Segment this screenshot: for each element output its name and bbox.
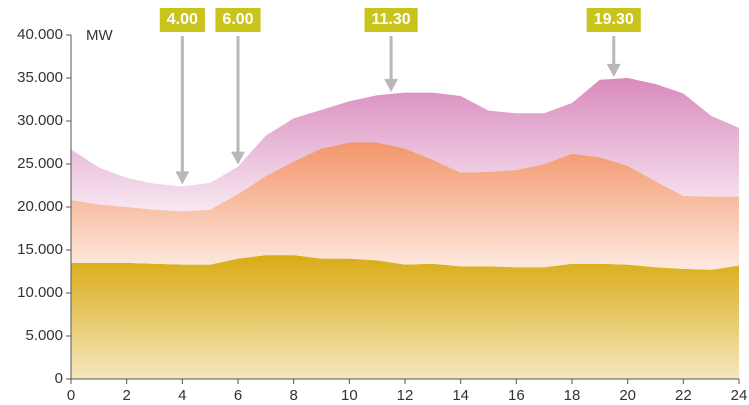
y-tick-label: 20.000	[17, 198, 63, 215]
x-tick-label: 4	[178, 387, 186, 404]
area	[71, 142, 739, 270]
annotation-arrowhead	[231, 151, 245, 165]
y-tick-label: 30.000	[17, 112, 63, 129]
x-tick-label: 10	[341, 387, 358, 404]
annotation-label: 19.30	[594, 11, 634, 28]
area	[71, 78, 739, 212]
annotation-arrowhead	[175, 171, 190, 185]
x-tick-label: 22	[675, 387, 692, 404]
x-tick-label: 6	[234, 387, 242, 404]
y-tick-label: 25.000	[17, 155, 63, 172]
annotation-box	[159, 8, 205, 32]
y-tick-label: 5.000	[25, 327, 63, 344]
y-tick-label: 15.000	[17, 241, 63, 258]
x-tick-label: 8	[289, 387, 297, 404]
x-tick-label: 16	[508, 387, 525, 404]
y-tick-label: 0	[55, 370, 63, 387]
annotation-label: 11.30	[372, 11, 411, 28]
y-tick-label: 40.000	[17, 26, 63, 43]
annotation-label: 4.00	[167, 11, 198, 28]
area	[71, 255, 739, 379]
annotation-arrowhead	[606, 63, 621, 77]
annotation-box	[586, 8, 641, 32]
x-tick-label: 24	[731, 387, 748, 404]
x-tick-label: 20	[619, 387, 636, 404]
annotation-arrowhead	[384, 78, 399, 92]
x-tick-label: 0	[67, 387, 75, 404]
annotation-box	[364, 8, 418, 32]
x-tick-label: 18	[564, 387, 581, 404]
y-tick-label: 10.000	[17, 284, 63, 301]
x-tick-label: 14	[452, 387, 469, 404]
annotation-label: 6.00	[222, 11, 253, 28]
x-tick-label: 12	[397, 387, 414, 404]
x-tick-label: 2	[122, 387, 130, 404]
y-tick-label: 35.000	[17, 69, 63, 86]
annotation-box	[215, 8, 261, 32]
y-unit: MW	[86, 27, 113, 44]
